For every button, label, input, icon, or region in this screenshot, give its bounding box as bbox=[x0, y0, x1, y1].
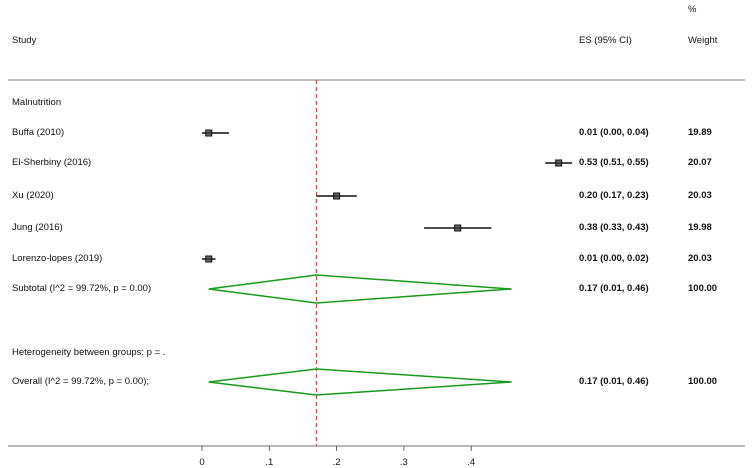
subtotal-es-ci: 0.17 (0.01, 0.46) bbox=[579, 283, 649, 294]
subtotal-weight: 100.00 bbox=[688, 283, 718, 294]
es-column-header: ES (95% CI) bbox=[579, 35, 632, 46]
subtotal-diamond bbox=[208, 274, 512, 304]
overall-diamond bbox=[208, 368, 512, 396]
study-name: Lorenzo-lopes (2019) bbox=[12, 253, 103, 264]
study-weight: 19.98 bbox=[688, 222, 712, 233]
overall-weight: 100.00 bbox=[688, 376, 718, 387]
study-es-ci: 0.20 (0.17, 0.23) bbox=[579, 190, 649, 201]
x-tick-label: 0 bbox=[199, 457, 204, 468]
study-column-header: Study bbox=[12, 35, 37, 46]
overall-es-ci: 0.17 (0.01, 0.46) bbox=[579, 376, 649, 387]
x-tick-label: .2 bbox=[333, 457, 341, 468]
heterogeneity-text: Heterogeneity between groups: p = . bbox=[12, 347, 166, 358]
study-name: Xu (2020) bbox=[12, 190, 54, 201]
study-weight: 20.03 bbox=[688, 190, 712, 201]
weight-column-header: Weight bbox=[688, 35, 718, 46]
study-weight: 19.89 bbox=[688, 127, 712, 138]
study-es-ci: 0.01 (0.00, 0.04) bbox=[579, 127, 649, 138]
x-tick-label: .4 bbox=[467, 457, 475, 468]
study-es-ci: 0.53 (0.51, 0.55) bbox=[579, 157, 649, 168]
study-weight: 20.07 bbox=[688, 157, 712, 168]
group-label: Malnutrition bbox=[12, 97, 62, 108]
x-tick-label: .1 bbox=[265, 457, 273, 468]
x-tick-label: .3 bbox=[400, 457, 408, 468]
weight-percent-header: % bbox=[688, 4, 697, 15]
study-name: Buffa (2010) bbox=[12, 127, 65, 138]
study-name: Jung (2016) bbox=[12, 222, 63, 233]
study-es-ci: 0.01 (0.00, 0.02) bbox=[579, 253, 649, 264]
study-weight: 20.03 bbox=[688, 253, 712, 264]
study-name: El-Sherbiny (2016) bbox=[12, 157, 92, 168]
study-es-ci: 0.38 (0.33, 0.43) bbox=[579, 222, 649, 233]
subtotal-label: Subtotal (I^2 = 99.72%, p = 0.00) bbox=[12, 283, 152, 294]
overall-label: Overall (I^2 = 99.72%, p = 0.00); bbox=[12, 376, 150, 387]
